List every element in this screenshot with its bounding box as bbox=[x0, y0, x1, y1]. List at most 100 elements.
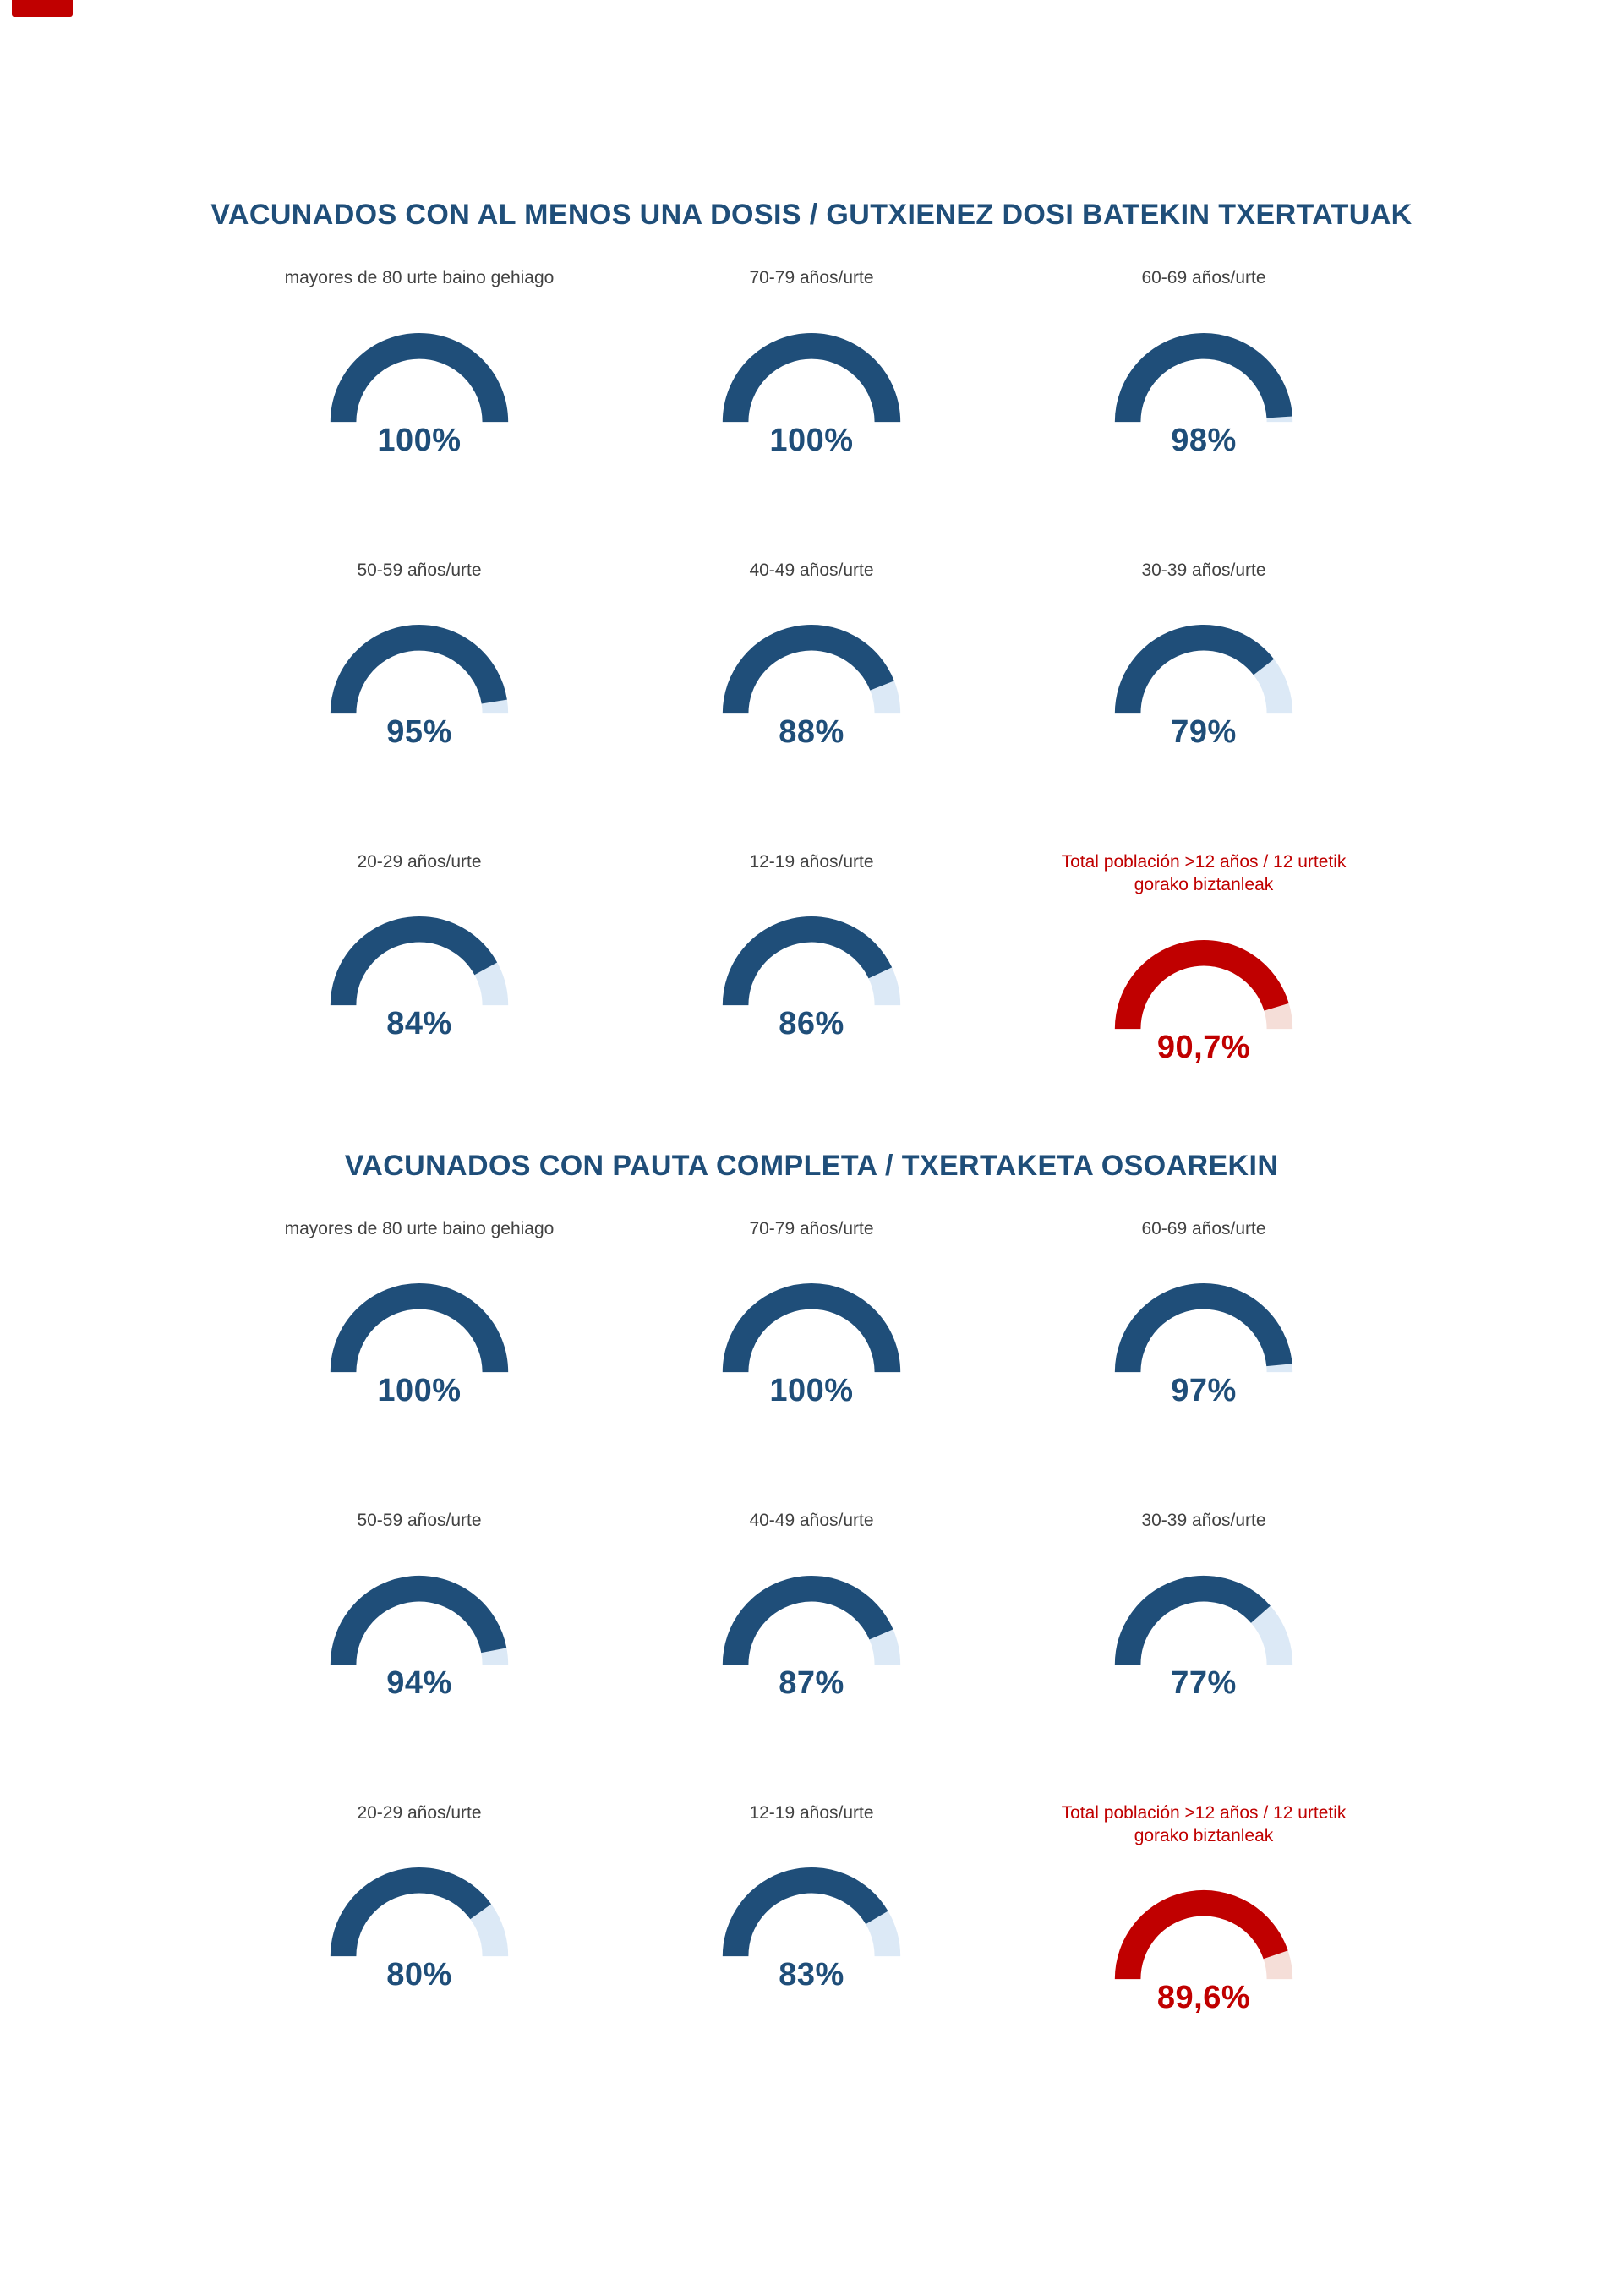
gauge-fill-arc bbox=[330, 916, 498, 1006]
gauge-label: 60-69 años/urte bbox=[1141, 1218, 1266, 1238]
gauge-track-arc bbox=[1250, 1605, 1293, 1665]
gauge-card-60-69: 60-69 años/urte 97% bbox=[1008, 1217, 1400, 1409]
gauge-value: 100% bbox=[377, 422, 462, 458]
gauge-value: 98% bbox=[1171, 422, 1237, 458]
gauge-label: 20-29 años/urte bbox=[357, 1802, 482, 1823]
gauge-arc bbox=[330, 1283, 509, 1373]
gauge-fill-arc bbox=[722, 1867, 888, 1957]
gauge-fill-arc bbox=[1114, 939, 1289, 1030]
gauge-label: 40-49 años/urte bbox=[749, 560, 874, 580]
gauge-value: 97% bbox=[1171, 1373, 1237, 1409]
gauge-label: 70-79 años/urte bbox=[749, 1218, 874, 1238]
gauge-value: 86% bbox=[779, 1006, 844, 1042]
gauge-card-70-79: 70-79 años/urte 100% bbox=[615, 1217, 1008, 1409]
vaccination-report-page: VACUNADOS CON AL MENOS UNA DOSIS / GUTXI… bbox=[194, 199, 1429, 2017]
gauge-card-50-59: 50-59 años/urte 94% bbox=[223, 1509, 615, 1701]
gauge-label: Total población >12 años / 12 urtetik go… bbox=[1061, 1802, 1347, 1845]
gauge-arc bbox=[1114, 332, 1293, 423]
gauge-arc bbox=[722, 332, 901, 423]
gauge-track-arc bbox=[470, 1904, 509, 1957]
gauge-card-12-19: 12-19 años/urte 86% bbox=[615, 850, 1008, 1066]
gauge-label: Total población >12 años / 12 urtetik go… bbox=[1061, 851, 1347, 895]
gauge-label: 70-79 años/urte bbox=[749, 268, 874, 288]
gauge-arc bbox=[722, 624, 901, 714]
gauge-grid: mayores de 80 urte baino gehiago 100% 70… bbox=[223, 1217, 1400, 2016]
gauge-fill-arc bbox=[722, 624, 894, 714]
gauge-fill-arc bbox=[1114, 1890, 1288, 1980]
gauge-label: 30-39 años/urte bbox=[1141, 1511, 1266, 1531]
gauge-label: mayores de 80 urte baino gehiago bbox=[284, 1218, 555, 1238]
gauge-arc bbox=[330, 624, 509, 714]
gauge-fill-arc bbox=[722, 332, 901, 423]
gauge-track-arc bbox=[1264, 1003, 1293, 1030]
gauge-fill-arc bbox=[330, 1867, 492, 1957]
gauge-card-40-49: 40-49 años/urte 87% bbox=[615, 1509, 1008, 1701]
gauge-card-50-59: 50-59 años/urte 95% bbox=[223, 559, 615, 751]
gauge-label: mayores de 80 urte baino gehiago bbox=[284, 268, 555, 288]
gauge-arc bbox=[722, 1575, 901, 1665]
gauge-arc bbox=[1114, 1890, 1293, 1980]
gauge-fill-arc bbox=[1114, 1283, 1292, 1373]
gauge-arc bbox=[722, 1867, 901, 1957]
gauge-track-arc bbox=[481, 1647, 509, 1665]
gauge-card-70-79: 70-79 años/urte 100% bbox=[615, 266, 1008, 458]
gauge-arc bbox=[722, 916, 901, 1006]
gauge-card-20-29: 20-29 años/urte 80% bbox=[223, 1801, 615, 2017]
gauge-card-60-69: 60-69 años/urte 98% bbox=[1008, 266, 1400, 458]
gauge-label: 12-19 años/urte bbox=[749, 851, 874, 872]
gauge-track-arc bbox=[870, 681, 901, 714]
gauge-arc bbox=[722, 1283, 901, 1373]
gauge-track-arc bbox=[474, 962, 509, 1007]
gauge-fill-arc bbox=[1114, 332, 1292, 423]
gauge-fill-arc bbox=[1114, 624, 1275, 714]
gauge-value: 83% bbox=[779, 1956, 844, 1993]
gauge-fill-arc bbox=[722, 1283, 901, 1373]
gauge-label: 40-49 años/urte bbox=[749, 1511, 874, 1531]
gauge-value: 89,6% bbox=[1156, 1980, 1251, 2016]
gauge-arc bbox=[1114, 939, 1293, 1030]
gauge-value: 87% bbox=[779, 1665, 844, 1701]
gauge-value: 90,7% bbox=[1156, 1029, 1251, 1065]
gauge-fill-arc bbox=[330, 332, 509, 423]
gauge-card-total-population: Total población >12 años / 12 urtetik go… bbox=[1008, 850, 1400, 1066]
section-first-dose: VACUNADOS CON AL MENOS UNA DOSIS / GUTXI… bbox=[194, 199, 1429, 1066]
gauge-arc bbox=[330, 332, 509, 423]
gauge-fill-arc bbox=[330, 1283, 509, 1373]
gauge-arc bbox=[1114, 624, 1293, 714]
top-left-red-mark bbox=[12, 0, 73, 17]
gauge-track-arc bbox=[1253, 659, 1293, 714]
gauge-card-30-39: 30-39 años/urte 77% bbox=[1008, 1509, 1400, 1701]
gauge-value: 80% bbox=[386, 1956, 452, 1993]
gauge-card-40-49: 40-49 años/urte 88% bbox=[615, 559, 1008, 751]
gauge-label: 30-39 años/urte bbox=[1141, 560, 1266, 580]
gauge-card-80plus: mayores de 80 urte baino gehiago 100% bbox=[223, 1217, 615, 1409]
gauge-track-arc bbox=[869, 1628, 901, 1665]
gauge-label: 50-59 años/urte bbox=[357, 560, 482, 580]
gauge-label: 60-69 años/urte bbox=[1141, 268, 1266, 288]
gauge-track-arc bbox=[1263, 1950, 1293, 1980]
gauge-value: 79% bbox=[1171, 713, 1237, 750]
gauge-card-total-population: Total población >12 años / 12 urtetik go… bbox=[1008, 1801, 1400, 2017]
section-full-schedule: VACUNADOS CON PAUTA COMPLETA / TXERTAKET… bbox=[194, 1149, 1429, 2017]
gauge-fill-arc bbox=[1114, 1575, 1271, 1665]
gauge-track-arc bbox=[865, 1911, 901, 1957]
gauge-arc bbox=[1114, 1283, 1293, 1373]
gauge-card-30-39: 30-39 años/urte 79% bbox=[1008, 559, 1400, 751]
gauge-value: 94% bbox=[386, 1665, 452, 1701]
gauge-value: 95% bbox=[386, 713, 452, 750]
gauge-track-arc bbox=[868, 967, 901, 1006]
gauge-value: 100% bbox=[769, 1373, 854, 1409]
gauge-arc bbox=[330, 1867, 509, 1957]
gauge-value: 100% bbox=[769, 422, 854, 458]
gauge-value: 88% bbox=[779, 713, 844, 750]
section-title: VACUNADOS CON PAUTA COMPLETA / TXERTAKET… bbox=[344, 1149, 1279, 1182]
gauge-value: 77% bbox=[1171, 1665, 1237, 1701]
gauge-card-80plus: mayores de 80 urte baino gehiago 100% bbox=[223, 266, 615, 458]
section-title: VACUNADOS CON AL MENOS UNA DOSIS / GUTXI… bbox=[210, 199, 1413, 231]
gauge-fill-arc bbox=[722, 916, 893, 1006]
gauge-fill-arc bbox=[330, 1575, 507, 1665]
gauge-grid: mayores de 80 urte baino gehiago 100% 70… bbox=[223, 266, 1400, 1065]
gauge-fill-arc bbox=[722, 1575, 893, 1665]
gauge-value: 100% bbox=[377, 1373, 462, 1409]
gauge-fill-arc bbox=[330, 624, 507, 714]
